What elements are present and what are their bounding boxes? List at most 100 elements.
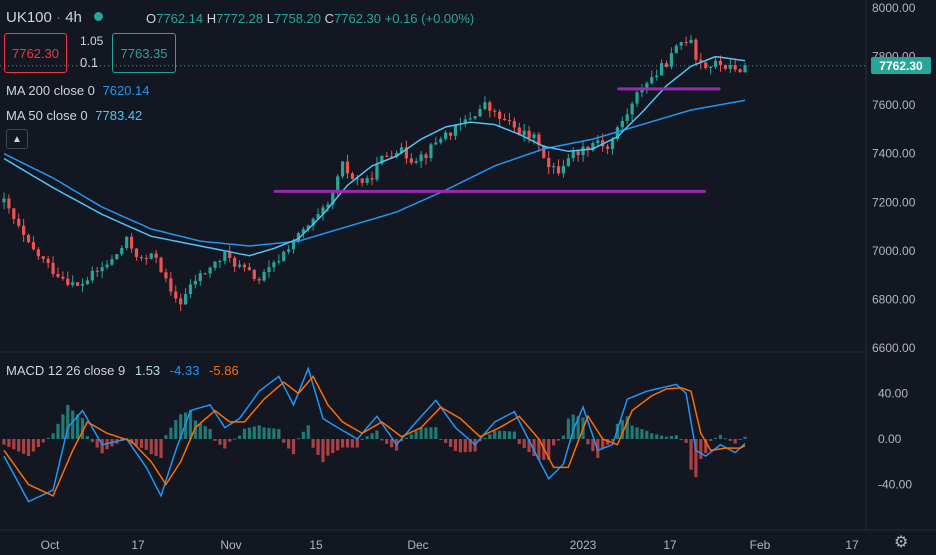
macd-histogram-bar xyxy=(733,439,737,444)
close-value: 7762.30 xyxy=(334,11,382,26)
candle-body xyxy=(689,39,693,44)
interval-label[interactable]: 4h xyxy=(65,9,82,26)
macd-histogram-bar xyxy=(591,439,595,452)
macd-histogram-bar xyxy=(375,430,379,439)
candle-body xyxy=(174,291,178,299)
macd-histogram-bar xyxy=(296,438,301,440)
macd-histogram-bar xyxy=(552,439,556,446)
price-pane[interactable] xyxy=(0,34,866,312)
candle-body xyxy=(556,166,561,174)
candle-body xyxy=(655,75,659,78)
macd-histogram-bar xyxy=(350,439,355,448)
candle-body xyxy=(95,270,99,272)
macd-histogram-bar xyxy=(655,434,659,439)
quantity-input[interactable]: 0.1 xyxy=(80,55,99,70)
candle-body xyxy=(630,103,634,115)
collapse-legend-button[interactable]: ▲ xyxy=(6,129,28,149)
time-tick-label: Feb xyxy=(750,538,771,552)
candle-body xyxy=(704,62,708,69)
macd-legend[interactable]: MACD 12 26 close 9 1.53 -4.33 -5.86 xyxy=(6,363,239,378)
candle-body xyxy=(115,254,119,260)
candle-body xyxy=(620,120,624,128)
macd-histogram-bar xyxy=(17,439,21,452)
candle-body xyxy=(444,132,448,139)
candle-body xyxy=(669,53,673,67)
last-price-tag: 7762.30 xyxy=(871,57,931,74)
symbol-header[interactable]: UK100 · 4h xyxy=(6,9,104,26)
candle-body xyxy=(237,264,242,267)
candle-body xyxy=(561,165,566,174)
macd-histogram-bar xyxy=(709,439,713,441)
macd-histogram-bar xyxy=(664,436,669,439)
candle-body xyxy=(709,66,713,69)
gear-icon[interactable]: ⚙ xyxy=(894,534,909,551)
candle-body xyxy=(610,139,615,149)
candle-body xyxy=(699,59,703,63)
candle-body xyxy=(149,253,153,259)
ma50-value: 7783.42 xyxy=(95,108,143,123)
macd-histogram-bar xyxy=(326,439,330,456)
candle-body xyxy=(326,204,330,208)
open-label: O xyxy=(146,11,157,26)
macd-histogram-bar xyxy=(704,439,708,454)
macd-histogram-bar xyxy=(468,439,472,452)
candle-body xyxy=(517,127,521,136)
macd-histogram-bar xyxy=(287,439,291,449)
ohlc-readout: O7762.14 H7772.28 L7758.20 C7762.30 +0.1… xyxy=(146,11,474,26)
candle-body xyxy=(679,42,683,46)
buy-button[interactable]: 7763.35 xyxy=(112,33,176,73)
macd-histogram-bar xyxy=(242,428,247,439)
macd-histogram-bar xyxy=(76,414,80,439)
macd-histogram-bar xyxy=(257,425,261,439)
time-tick-label: Dec xyxy=(407,538,428,552)
candle-body xyxy=(22,225,26,235)
candle-body xyxy=(267,267,271,272)
macd-histogram-bar xyxy=(718,434,723,439)
candle-body xyxy=(272,262,276,268)
macd-histogram-bar xyxy=(321,439,325,463)
ma50-legend[interactable]: MA 50 close 0 7783.42 xyxy=(6,108,142,123)
macd-histogram-bar xyxy=(669,435,673,439)
candle-body xyxy=(375,163,379,180)
open-value: 7762.14 xyxy=(156,11,204,26)
macd-histogram-bar xyxy=(556,439,561,441)
macd-histogram-bar xyxy=(36,439,40,447)
candle-body xyxy=(193,281,197,285)
macd-tick-label: 0.00 xyxy=(878,432,902,446)
macd-histogram-bar xyxy=(679,439,683,441)
candle-body xyxy=(120,247,124,255)
ma200-legend[interactable]: MA 200 close 0 7620.14 xyxy=(6,83,150,98)
macd-histogram-bar xyxy=(527,439,531,453)
candle-body xyxy=(478,109,482,117)
candle-body xyxy=(743,65,747,73)
candle-body xyxy=(12,208,16,219)
candle-body xyxy=(537,134,541,146)
candle-body xyxy=(424,154,428,159)
macd-histogram-bar xyxy=(444,439,448,443)
macd-histogram-bar xyxy=(370,433,374,439)
candle-body xyxy=(527,130,531,138)
macd-histogram-bar xyxy=(458,439,462,453)
macd-histogram-bar xyxy=(414,431,418,439)
symbol-name[interactable]: UK100 xyxy=(6,9,52,26)
macd-histogram-bar xyxy=(576,416,580,439)
macd-histogram-bar xyxy=(277,429,281,439)
macd-histogram-bar xyxy=(336,439,340,451)
candle-body xyxy=(659,63,664,76)
price-tick-label: 6800.00 xyxy=(872,292,916,306)
candle-body xyxy=(552,166,556,168)
macd-histogram-bar xyxy=(439,439,443,440)
macd-histogram-bar xyxy=(512,431,516,439)
macd-histogram-bar xyxy=(26,439,31,457)
candle-body xyxy=(76,282,80,286)
candle-body xyxy=(650,77,654,84)
macd-pane[interactable] xyxy=(2,366,747,503)
candle-body xyxy=(164,272,168,279)
candle-body xyxy=(370,178,374,180)
candle-body xyxy=(473,116,477,119)
axes: 8000.007800.007600.007400.007200.007000.… xyxy=(41,1,916,552)
macd-histogram-bar xyxy=(66,404,70,439)
sell-button[interactable]: 7762.30 xyxy=(4,33,67,73)
candle-body xyxy=(385,155,389,157)
